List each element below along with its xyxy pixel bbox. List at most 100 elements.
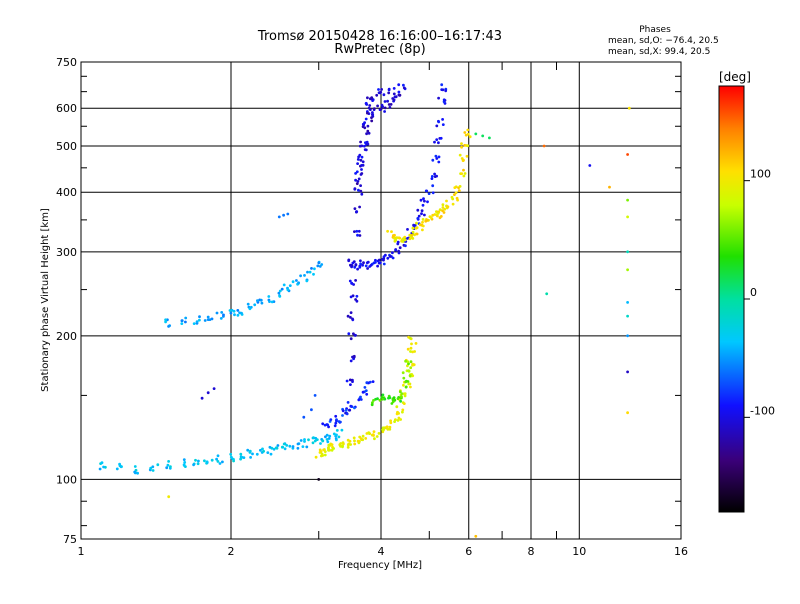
echo-point [320,452,324,456]
echo-point [354,279,357,282]
echo-point [364,101,368,105]
echo-point [206,315,210,319]
echo-point [321,422,325,426]
echo-point [323,450,327,453]
y-axis-label: Stationary phase Virtual Height [km] [40,208,51,392]
echo-point [468,135,472,139]
echo-point [183,461,187,464]
echo-point [626,301,629,304]
echo-point [435,157,439,160]
echo-point [444,89,448,93]
echo-point [392,396,396,400]
echo-point [388,396,392,400]
echo-point [365,432,369,435]
echo-point [120,465,123,468]
echo-point [239,457,243,461]
echo-point [180,322,184,325]
echo-point [434,154,438,158]
x-tick-label: 16 [674,545,688,558]
echo-point [151,469,155,472]
echo-point [359,184,362,188]
echo-point [421,218,425,221]
echo-point [291,280,295,284]
echo-point [430,177,434,181]
echo-point [409,346,413,350]
echo-point [305,445,309,449]
echo-point [404,380,408,384]
echo-point [359,173,363,176]
echo-point [446,205,450,209]
echo-point [353,439,356,443]
echo-point [374,258,377,262]
echo-point [364,117,368,121]
echo-point [376,264,379,268]
echo-point [248,449,252,453]
echo-point [404,244,407,248]
echo-point [424,189,428,193]
echo-point [372,399,375,402]
echo-point [251,452,254,456]
echo-point [358,234,362,237]
echo-point [236,309,240,312]
echo-point [436,212,440,215]
echo-point [364,437,368,440]
echo-point [344,409,348,412]
echo-point [232,309,236,313]
echo-point [370,96,374,99]
echo-point [382,262,386,266]
echo-point [169,465,172,469]
echo-point [454,185,458,189]
echo-point [440,83,444,87]
echo-point [409,360,413,364]
echo-point [277,291,281,295]
echo-point [379,261,382,265]
echo-point [381,397,384,401]
echo-point [464,133,468,137]
echo-point [326,440,330,444]
echo-point [342,442,345,446]
echo-point [396,397,400,400]
echo-point [296,446,300,450]
x-axis-label: Frequency [MHz] [338,560,422,571]
echo-point [365,381,369,385]
echo-point [366,96,369,100]
echo-point [411,237,415,240]
echo-point [397,83,401,87]
echo-point [430,175,434,178]
phases-stat-o: mean, sd,O: −76.4, 20.5 [608,36,719,46]
echo-point [431,191,435,195]
echo-point [356,267,359,271]
echo-point [421,224,425,228]
echo-point [210,458,214,462]
echo-point [313,267,316,271]
echo-point [427,192,431,196]
echo-point [115,467,119,471]
echo-point [166,463,170,467]
echo-point [395,405,399,409]
echo-point [355,182,359,186]
echo-point [391,398,395,402]
echo-point [366,111,369,115]
echo-point [168,324,172,327]
echo-point [333,424,337,428]
x-tick-label: 1 [78,545,85,558]
echo-point [363,121,366,124]
echo-point [335,438,338,442]
y-tick-label: 400 [56,186,77,199]
echo-point [383,110,386,113]
echo-point [215,311,219,315]
echo-point [328,434,332,438]
y-tick-label: 500 [56,140,77,153]
echo-point [431,213,435,217]
echo-point [437,96,440,100]
echo-point [409,350,412,353]
echo-point [409,385,412,389]
echo-point [442,98,446,102]
echo-point [350,264,354,267]
echo-point [368,380,372,384]
echo-point [409,366,413,370]
echo-point [361,125,365,129]
echo-point [192,463,196,467]
axis-ticks [81,62,681,539]
